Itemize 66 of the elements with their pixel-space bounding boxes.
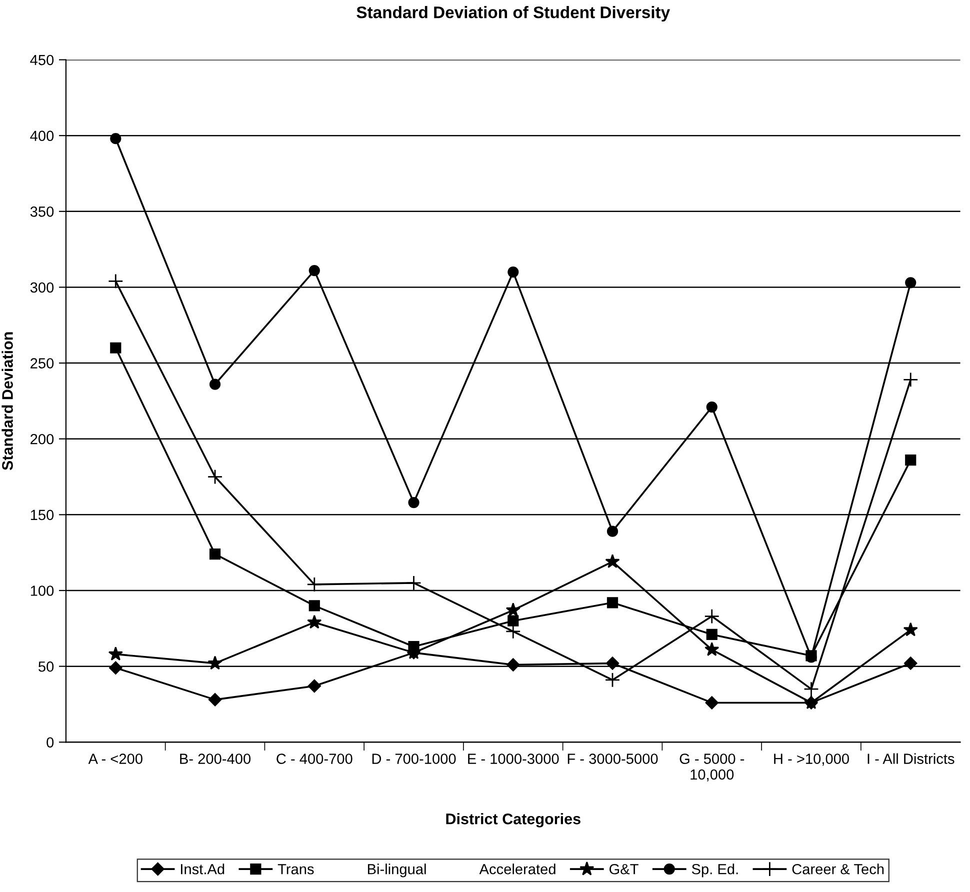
point — [208, 656, 222, 670]
legend-label: Inst.Ad — [181, 864, 224, 874]
y-tick-label: 400 — [30, 130, 54, 142]
point — [704, 608, 720, 624]
point — [905, 277, 916, 288]
point — [207, 469, 223, 484]
point — [506, 658, 520, 672]
legend-label: Sp. Ed. — [692, 864, 738, 878]
point — [705, 696, 718, 710]
x-tick-label: I - All Districts — [868, 753, 954, 764]
point — [408, 496, 420, 508]
legend-label: G&T — [610, 864, 638, 874]
legend-label: Career & Tech — [792, 864, 884, 874]
legend-label: Trans — [278, 864, 314, 874]
y-tick-label: 0 — [46, 737, 54, 748]
point — [209, 378, 221, 390]
point — [903, 622, 918, 636]
y-tick-label: 100 — [30, 586, 54, 596]
y-tick-label: 300 — [30, 282, 54, 293]
point — [704, 642, 720, 656]
point — [308, 600, 320, 612]
chart-title: Standard Deviation of Student Diversity — [356, 6, 670, 22]
point — [406, 575, 422, 591]
point — [508, 266, 519, 278]
text: Bi-lingual — [368, 864, 426, 878]
y-axis-title: Standard Deviation — [2, 332, 13, 470]
point — [110, 133, 122, 144]
point — [606, 526, 618, 537]
y-tick-label: 350 — [30, 206, 54, 217]
point — [108, 646, 123, 661]
point — [606, 597, 618, 608]
point — [605, 554, 620, 568]
x-axis-title: District Categories — [446, 813, 580, 828]
x-tick-label: B- 200-400 — [180, 754, 251, 764]
x-tick-label: D - 700-1000 — [372, 754, 456, 764]
point — [804, 681, 819, 697]
point — [508, 615, 519, 626]
x-tick-label: G - 5000 - 10,000 — [680, 754, 744, 782]
y-tick-label: 450 — [30, 54, 54, 66]
point — [108, 274, 124, 289]
point — [905, 454, 916, 466]
point — [506, 602, 520, 617]
point — [904, 656, 918, 670]
point — [209, 548, 221, 560]
x-tick-label: H - >10,000 — [774, 754, 849, 766]
y-tick-label: 150 — [30, 510, 54, 520]
x-tick-label: C - 400-700 — [276, 754, 352, 764]
x-tick-label: F - 3000-5000 — [568, 754, 658, 764]
point — [307, 614, 322, 629]
y-tick-label: 250 — [30, 358, 54, 368]
point — [606, 656, 620, 670]
point — [110, 342, 122, 354]
y-tick-label: 50 — [38, 661, 54, 672]
point — [604, 672, 620, 688]
point — [706, 628, 718, 640]
x-tick-label: A - <200 — [88, 754, 142, 764]
point — [902, 372, 918, 388]
point — [308, 679, 321, 693]
point — [308, 264, 320, 276]
point — [306, 576, 322, 592]
x-tick-label: E - 1000-3000 — [468, 754, 559, 764]
point — [208, 693, 222, 706]
point — [109, 661, 122, 674]
y-tick-label: 200 — [30, 434, 54, 444]
text: Accelerated — [479, 864, 556, 874]
point — [706, 401, 718, 413]
